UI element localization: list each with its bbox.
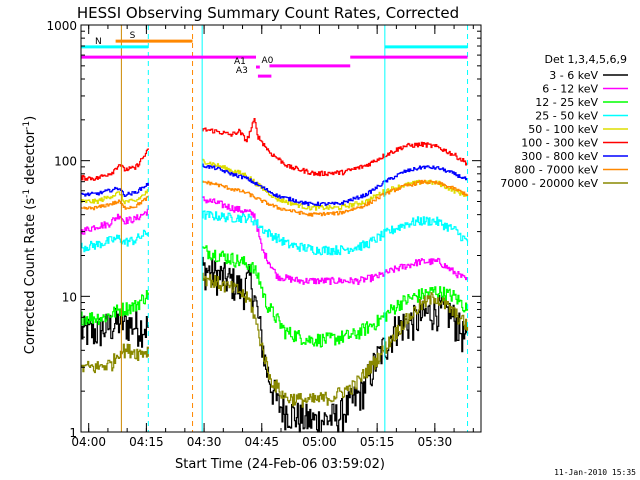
- x-tick-label-0: 04:00: [71, 435, 106, 449]
- plot-frame: [80, 24, 482, 433]
- y-axis: 1 10 100 1000: [46, 19, 481, 440]
- flag-label-0: S: [130, 31, 136, 41]
- y-axis-label: Corrected Count Rate (s-1 detector-1): [22, 116, 38, 354]
- flag-label-1: N: [95, 37, 102, 47]
- x-tick-label-1: 04:15: [129, 435, 164, 449]
- legend-label-7: 800 - 7000 keV: [514, 164, 598, 177]
- x-tick-label-6: 05:30: [418, 435, 453, 449]
- x-axis: 04:00 04:15 04:30 04:45 05:00 05:15 05:30: [71, 25, 474, 449]
- legend-label-4: 50 - 100 keV: [528, 123, 598, 136]
- flag-label-6: A1: [234, 57, 246, 67]
- legend-label-1: 6 - 12 keV: [542, 83, 598, 96]
- flag-label-7: A3: [236, 66, 248, 76]
- x-tick-label-2: 04:30: [187, 435, 222, 449]
- y-tick-label-2: 100: [54, 155, 77, 169]
- legend-label-2: 12 - 25 keV: [535, 96, 598, 109]
- legend-title: Det 1,3,4,5,6,9: [544, 53, 627, 66]
- y-tick-label-0: 1: [69, 426, 77, 440]
- x-tick-label-5: 05:15: [360, 435, 395, 449]
- legend-label-3: 25 - 50 keV: [535, 110, 598, 123]
- y-axis-label-sup1: -1: [22, 189, 32, 198]
- timestamp: 11-Jan-2010 15:35: [554, 468, 636, 477]
- legend-label-5: 100 - 300 keV: [521, 137, 598, 150]
- legend-label-8: 7000 - 20000 keV: [500, 177, 598, 190]
- y-tick-label-1: 10: [62, 290, 77, 304]
- legend-label-6: 300 - 800 keV: [521, 150, 598, 163]
- series-line-5: [81, 119, 481, 181]
- y-axis-label-main: Corrected Count Rate (s: [23, 198, 38, 355]
- x-tick-label-3: 04:45: [244, 435, 279, 449]
- x-axis-label: Start Time (24-Feb-06 03:59:02): [175, 457, 385, 472]
- chart-title: HESSI Observing Summary Count Rates, Cor…: [77, 4, 459, 22]
- series-line-0: [81, 258, 481, 433]
- y-tick-label-3: 1000: [46, 19, 77, 33]
- x-tick-label-4: 05:00: [302, 435, 337, 449]
- flag-label-5: A0: [261, 56, 273, 66]
- legend-label-0: 3 - 6 keV: [549, 69, 598, 82]
- y-axis-label-mid: detector: [23, 129, 38, 189]
- y-axis-label-end: ): [23, 116, 38, 121]
- y-axis-label-sup2: -1: [22, 121, 32, 130]
